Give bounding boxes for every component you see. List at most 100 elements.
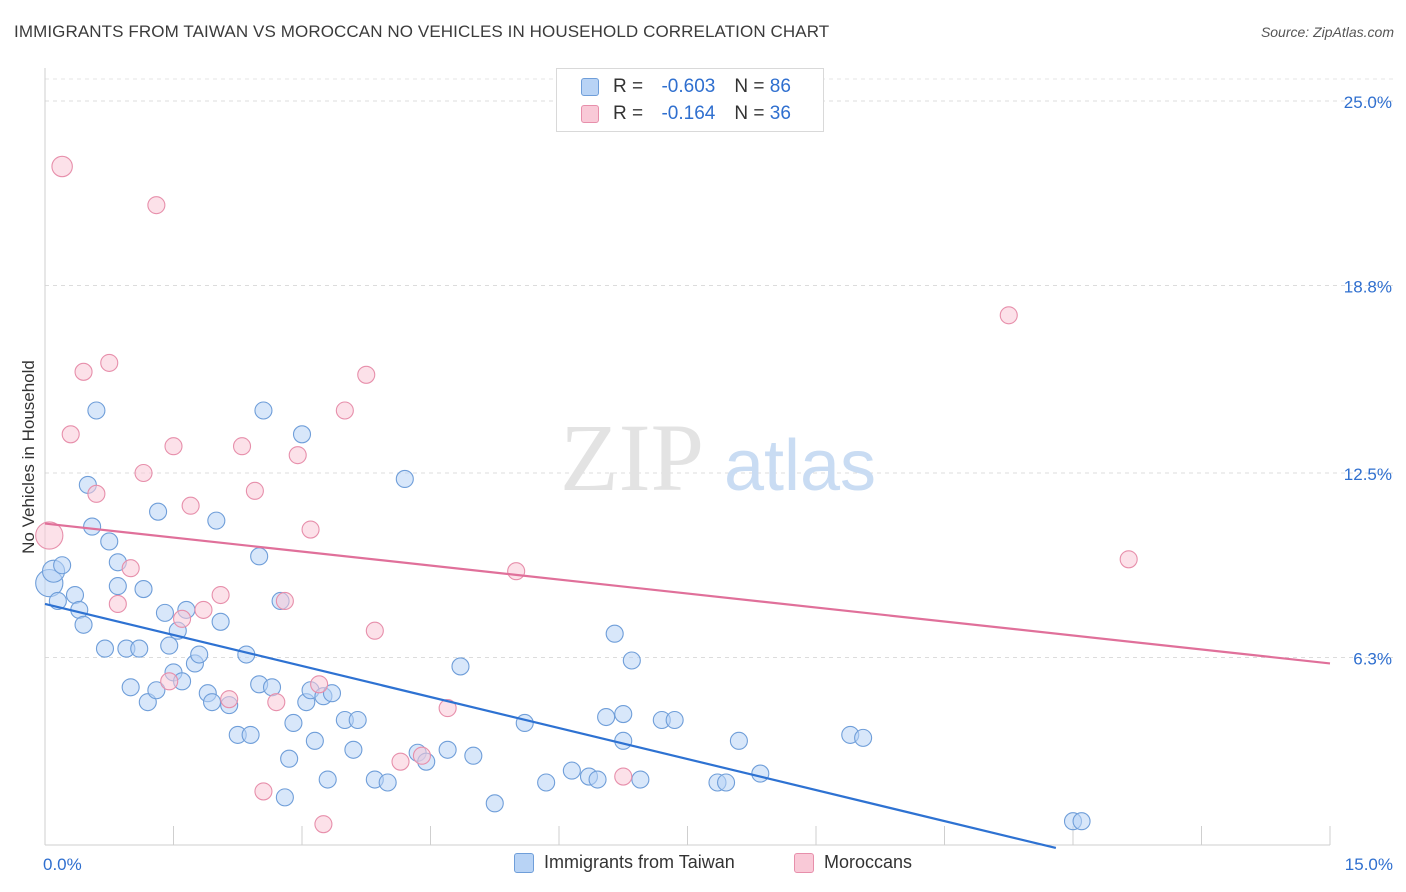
- point-taiwan: [395, 469, 414, 489]
- point-moroccans: [147, 196, 166, 215]
- point-moroccans: [391, 752, 410, 771]
- point-taiwan: [318, 770, 337, 789]
- point-moroccans: [507, 562, 526, 581]
- data-points: [35, 155, 1138, 834]
- legend-r-label: R =: [613, 76, 644, 97]
- legend-r-value-taiwan: -0.603: [661, 76, 716, 97]
- point-moroccans: [61, 425, 80, 444]
- point-moroccans: [134, 463, 153, 483]
- point-taiwan: [207, 511, 226, 530]
- point-taiwan: [605, 624, 624, 643]
- point-taiwan: [65, 585, 85, 605]
- watermark-atlas: atlas: [724, 426, 876, 506]
- bottom-legend-swatch-moroccans: [794, 852, 814, 873]
- point-taiwan: [378, 773, 397, 792]
- point-taiwan: [87, 401, 106, 420]
- legend-r-value-moroccans: -0.164: [661, 103, 716, 124]
- point-moroccans: [275, 591, 294, 611]
- point-taiwan: [134, 580, 153, 599]
- point-taiwan: [275, 788, 294, 807]
- point-moroccans: [74, 362, 93, 381]
- legend-row-moroccans: R = -0.164 N = 36: [581, 101, 791, 127]
- x-tick-label-min: 0.0%: [43, 855, 82, 874]
- point-taiwan: [751, 764, 770, 783]
- point-taiwan: [254, 401, 273, 420]
- axes: [44, 68, 1331, 846]
- y-tick-label: 18.8%: [1344, 278, 1392, 297]
- point-taiwan: [280, 749, 299, 768]
- point-taiwan: [537, 773, 556, 792]
- y-tick-label: 6.3%: [1353, 650, 1392, 669]
- point-moroccans: [181, 496, 200, 515]
- chart-title: IMMIGRANTS FROM TAIWAN VS MOROCCAN NO VE…: [14, 22, 830, 41]
- point-moroccans: [288, 446, 307, 465]
- point-taiwan: [348, 710, 367, 730]
- point-taiwan: [211, 612, 230, 631]
- legend-swatch-taiwan: [581, 78, 599, 96]
- point-taiwan: [515, 713, 534, 733]
- point-taiwan: [464, 746, 483, 765]
- point-moroccans: [412, 746, 431, 765]
- trend-lines: [44, 522, 1331, 850]
- point-taiwan: [716, 773, 736, 792]
- point-taiwan: [190, 645, 209, 664]
- point-moroccans: [267, 693, 286, 712]
- point-taiwan: [292, 425, 312, 444]
- point-taiwan: [614, 705, 633, 724]
- point-taiwan: [53, 556, 72, 575]
- bottom-legend-moroccans[interactable]: Moroccans: [794, 852, 912, 873]
- point-taiwan: [74, 615, 93, 634]
- watermark: ZIP atlas: [560, 404, 876, 511]
- point-moroccans: [314, 815, 333, 834]
- point-taiwan: [100, 532, 119, 551]
- point-moroccans: [438, 699, 457, 718]
- point-taiwan: [485, 794, 504, 813]
- point-taiwan: [344, 740, 363, 759]
- point-moroccans: [232, 437, 252, 456]
- point-taiwan: [160, 636, 179, 655]
- legend-n-value-moroccans: 36: [769, 103, 791, 124]
- legend-row-taiwan: R = -0.603 N = 86: [581, 74, 791, 100]
- point-taiwan: [451, 657, 470, 676]
- correlation-legend: R = -0.603 N = 86 R = -0.164 N = 36: [556, 68, 824, 132]
- point-taiwan: [108, 577, 127, 596]
- point-taiwan: [250, 547, 269, 566]
- bottom-legend-label-taiwan: Immigrants from Taiwan: [544, 852, 735, 872]
- bottom-legend-label-moroccans: Moroccans: [824, 852, 913, 872]
- point-taiwan: [631, 770, 650, 789]
- y-tick-label: 25.0%: [1344, 93, 1392, 112]
- point-taiwan: [665, 710, 684, 730]
- point-taiwan: [203, 693, 222, 712]
- point-moroccans: [164, 437, 183, 456]
- point-moroccans: [51, 155, 73, 178]
- point-moroccans: [100, 353, 119, 372]
- point-moroccans: [220, 690, 239, 709]
- legend-n-label: N =: [734, 76, 765, 97]
- point-moroccans: [254, 782, 273, 801]
- y-tick-label: 12.5%: [1344, 465, 1392, 484]
- point-taiwan: [614, 731, 633, 750]
- point-moroccans: [614, 767, 633, 786]
- point-taiwan: [149, 502, 168, 521]
- point-moroccans: [108, 594, 127, 613]
- point-taiwan: [95, 639, 115, 658]
- bottom-legend-swatch-taiwan: [514, 852, 534, 873]
- legend-r-label: R =: [613, 103, 644, 124]
- point-moroccans: [335, 401, 354, 420]
- bottom-legend-taiwan[interactable]: Immigrants from Taiwan: [514, 852, 735, 873]
- point-moroccans: [310, 675, 329, 694]
- point-taiwan: [1072, 812, 1091, 831]
- point-taiwan: [438, 740, 457, 759]
- point-taiwan: [322, 684, 342, 703]
- point-taiwan: [241, 725, 260, 744]
- point-taiwan: [121, 678, 140, 697]
- x-tick-label-max: 15.0%: [1345, 855, 1393, 874]
- point-moroccans: [194, 600, 213, 619]
- y-axis-label: No Vehicles in Household: [19, 360, 38, 554]
- point-taiwan: [562, 761, 581, 780]
- point-moroccans: [211, 585, 230, 605]
- source-label: Source: ZipAtlas.com: [1260, 24, 1394, 40]
- trend-line-taiwan: [44, 602, 1057, 850]
- legend-swatch-moroccans: [581, 105, 599, 123]
- point-taiwan: [729, 731, 748, 750]
